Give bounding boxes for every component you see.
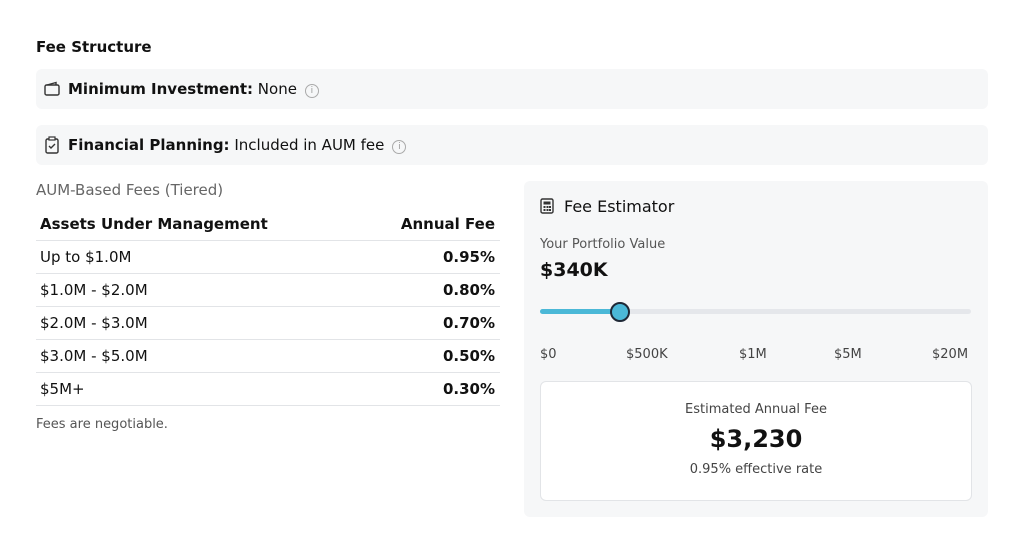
portfolio-value: $340K <box>540 259 608 281</box>
slider-label: $20M <box>932 347 969 362</box>
info-label: Minimum Investment: <box>68 80 254 98</box>
result-label: Estimated Annual Fee <box>685 402 827 417</box>
slider-label: $5M <box>834 347 862 362</box>
info-row: Financial Planning: Included in AUM fee i <box>36 125 988 165</box>
info-icon[interactable]: i <box>392 140 407 154</box>
table-row: $1.0M - $2.0M 0.80% <box>36 273 500 307</box>
column-header: Assets Under Management <box>40 215 268 233</box>
table-note: Fees are negotiable. <box>36 417 168 432</box>
wallet-icon <box>44 81 60 96</box>
info-value: None <box>257 80 297 98</box>
portfolio-slider[interactable] <box>536 300 976 324</box>
column-header: Annual Fee <box>400 215 495 233</box>
calculator-icon <box>540 198 554 214</box>
portfolio-label: Your Portfolio Value <box>540 237 666 252</box>
table-row: $5M+ 0.30% <box>36 372 500 406</box>
table-row: $3.0M - $5.0M 0.50% <box>36 339 500 373</box>
table-row: Up to $1.0M 0.95% <box>36 240 500 274</box>
info-row: Minimum Investment: None i <box>36 69 988 109</box>
clipboard-icon <box>45 136 59 154</box>
tier-fee: 0.50% <box>442 347 495 365</box>
tier-range: $5M+ <box>40 380 85 398</box>
tier-range: $1.0M - $2.0M <box>40 281 148 299</box>
result-card: Estimated Annual Fee $3,230 0.95% effect… <box>540 381 972 501</box>
info-label: Financial Planning: <box>68 136 230 154</box>
info-value: Included in AUM fee <box>234 136 385 154</box>
slider-label: $0 <box>540 347 557 362</box>
info-icon[interactable]: i <box>304 84 319 98</box>
estimator-title: Fee Estimator <box>564 197 675 216</box>
tier-range: $2.0M - $3.0M <box>40 314 148 332</box>
tier-fee: 0.95% <box>442 248 495 266</box>
section-title: Fee Structure <box>36 38 152 56</box>
tier-range: Up to $1.0M <box>40 248 132 266</box>
tier-fee: 0.70% <box>442 314 495 332</box>
slider-label: $1M <box>739 347 767 362</box>
slider-label: $500K <box>626 347 668 362</box>
tier-fee: 0.30% <box>442 380 495 398</box>
table-header: Assets Under Management Annual Fee <box>36 207 500 241</box>
tier-range: $3.0M - $5.0M <box>40 347 148 365</box>
result-note: 0.95% effective rate <box>689 462 823 477</box>
result-value: $3,230 <box>709 425 803 453</box>
table-caption: AUM-Based Fees (Tiered) <box>36 181 224 199</box>
tier-fee: 0.80% <box>442 281 495 299</box>
table-row: $2.0M - $3.0M 0.70% <box>36 306 500 340</box>
